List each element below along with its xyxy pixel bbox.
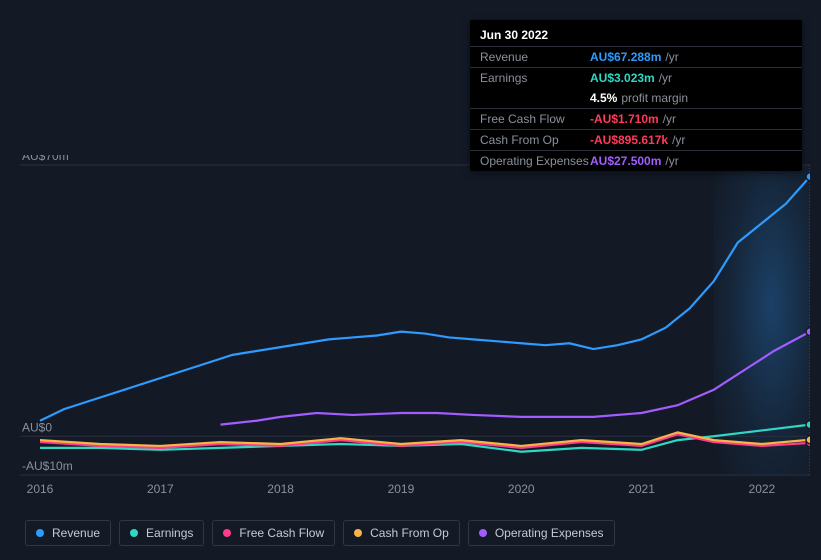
series-endpoint-operating-expenses	[806, 328, 810, 336]
series-endpoint-cash-from-op	[806, 436, 810, 444]
y-axis-label: AU$0	[22, 420, 52, 434]
highlight-band	[714, 165, 810, 475]
x-axis-label: 2020	[508, 482, 535, 496]
tooltip-row-value: 4.5%	[590, 91, 617, 105]
tooltip-row-label: Revenue	[480, 50, 590, 64]
tooltip-date: Jun 30 2022	[470, 20, 802, 46]
tooltip-row-unit: /yr	[663, 112, 676, 126]
tooltip-row-label: Earnings	[480, 71, 590, 85]
legend-label: Earnings	[146, 526, 193, 540]
series-endpoint-earnings	[806, 421, 810, 429]
x-axis-label: 2021	[628, 482, 655, 496]
chart-legend: Revenue Earnings Free Cash Flow Cash From O…	[25, 520, 615, 546]
series-revenue	[40, 177, 810, 421]
legend-item-earnings[interactable]: Earnings	[119, 520, 204, 546]
tooltip-row-value: -AU$1.710m	[590, 112, 659, 126]
tooltip-row-unit: /yr	[665, 154, 678, 168]
tooltip-row: EarningsAU$3.023m/yr	[470, 67, 802, 88]
tooltip-row-unit: /yr	[659, 71, 672, 85]
tooltip-rows: RevenueAU$67.288m/yrEarningsAU$3.023m/yr…	[470, 46, 802, 171]
tooltip-row-value: -AU$895.617k	[590, 133, 668, 147]
legend-label: Operating Expenses	[495, 526, 604, 540]
x-axis-label: 2019	[388, 482, 415, 496]
chart-svg: AU$70m AU$0 -AU$10m 2016 2017 2018 2019 2020 202…	[20, 155, 810, 505]
tooltip-row-label: Free Cash Flow	[480, 112, 590, 126]
legend-swatch	[223, 529, 231, 537]
tooltip-row-label: Operating Expenses	[480, 154, 590, 168]
legend-swatch	[130, 529, 138, 537]
y-axis-label: AU$70m	[22, 155, 69, 163]
legend-item-revenue[interactable]: Revenue	[25, 520, 111, 546]
financials-line-chart: AU$70m AU$0 -AU$10m 2016 2017 2018 2019 2020 202…	[20, 155, 810, 505]
tooltip-row-unit: profit margin	[621, 91, 688, 105]
tooltip-row-value: AU$27.500m	[590, 154, 661, 168]
x-axis-label: 2022	[749, 482, 776, 496]
legend-item-free-cash-flow[interactable]: Free Cash Flow	[212, 520, 335, 546]
legend-swatch	[354, 529, 362, 537]
legend-swatch	[36, 529, 44, 537]
x-axis-label: 2018	[267, 482, 294, 496]
tooltip-row-unit: /yr	[665, 50, 678, 64]
legend-item-operating-expenses[interactable]: Operating Expenses	[468, 520, 615, 546]
legend-label: Free Cash Flow	[239, 526, 324, 540]
x-axis-label: 2016	[27, 482, 54, 496]
legend-swatch	[479, 529, 487, 537]
tooltip-row: Cash From Op-AU$895.617k/yr	[470, 129, 802, 150]
series-endpoint-revenue	[806, 173, 810, 181]
legend-label: Cash From Op	[370, 526, 449, 540]
legend-label: Revenue	[52, 526, 100, 540]
tooltip-row-label: Cash From Op	[480, 133, 590, 147]
tooltip-row-value: AU$3.023m	[590, 71, 655, 85]
tooltip-row-unit: /yr	[672, 133, 685, 147]
legend-item-cash-from-op[interactable]: Cash From Op	[343, 520, 460, 546]
y-axis-label: -AU$10m	[22, 459, 73, 473]
tooltip-row: Free Cash Flow-AU$1.710m/yr	[470, 108, 802, 129]
x-axis-label: 2017	[147, 482, 174, 496]
tooltip-row: 4.5% profit margin	[470, 88, 802, 108]
chart-tooltip: Jun 30 2022 RevenueAU$67.288m/yrEarnings…	[470, 20, 802, 171]
tooltip-row: Operating ExpensesAU$27.500m/yr	[470, 150, 802, 171]
tooltip-row-value: AU$67.288m	[590, 50, 661, 64]
tooltip-row: RevenueAU$67.288m/yr	[470, 46, 802, 67]
